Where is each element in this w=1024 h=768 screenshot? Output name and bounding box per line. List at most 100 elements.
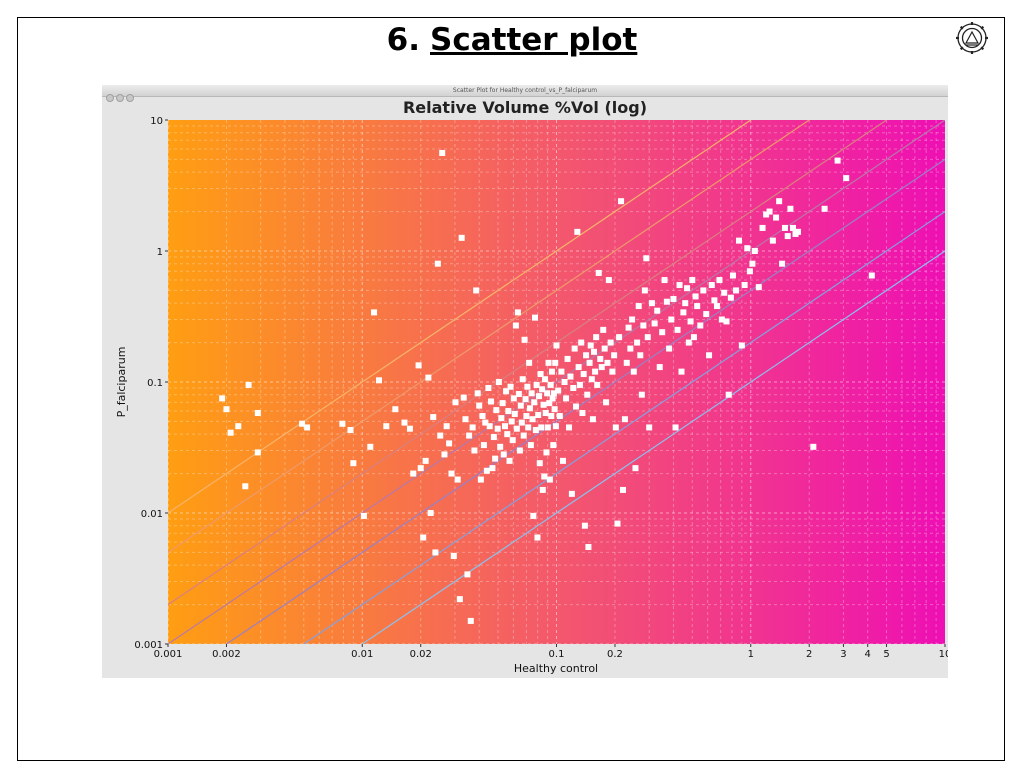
scatter-point (536, 460, 543, 467)
scatter-point (460, 394, 467, 401)
scatter-point (611, 352, 618, 359)
scatter-point (493, 407, 500, 414)
scatter-point (532, 427, 539, 434)
scatter-point (299, 420, 306, 427)
scatter-point (392, 406, 399, 413)
scatter-point (347, 427, 354, 434)
scatter-point (600, 326, 607, 333)
scatter-point (763, 211, 770, 218)
ratio-line (361, 250, 945, 644)
scatter-point (498, 415, 505, 422)
window-zoom-icon[interactable] (126, 94, 134, 102)
scatter-point (779, 260, 786, 267)
scatter-point (684, 285, 691, 292)
window-close-icon[interactable] (106, 94, 114, 102)
scatter-point (512, 322, 519, 329)
scatter-point (479, 413, 486, 420)
scatter-point (548, 368, 555, 375)
scatter-point (514, 309, 521, 316)
scatter-point (501, 423, 508, 430)
scatter-point (422, 457, 429, 464)
scatter-point (487, 398, 494, 405)
scatter-point (473, 287, 480, 294)
scatter-point (474, 390, 481, 397)
scatter-point (526, 359, 533, 366)
scatter-point (515, 390, 522, 397)
ratio-line (168, 120, 810, 553)
scatter-point (627, 345, 634, 352)
scatter-point (571, 345, 578, 352)
scatter-point (616, 334, 623, 341)
scatter-point (552, 423, 559, 430)
window-titlebar[interactable]: Scatter Plot for Healthy control_vs_P_fa… (102, 85, 948, 102)
window-minimize-icon[interactable] (116, 94, 124, 102)
scatter-point (727, 294, 734, 301)
scatter-point (601, 345, 608, 352)
scatter-point (733, 287, 740, 294)
scatter-point (580, 371, 587, 378)
scatter-point (254, 449, 261, 456)
scatter-point (612, 424, 619, 431)
scatter-point (549, 395, 556, 402)
scatter-point (483, 467, 490, 474)
scatter-point (456, 596, 463, 603)
scatter-point (625, 324, 632, 331)
scatter-point (454, 476, 461, 483)
scatter-point (810, 443, 817, 450)
scatter-point (640, 322, 647, 329)
scatter-point (685, 339, 692, 346)
scatter-point (690, 334, 697, 341)
scatter-point (536, 393, 543, 400)
institute-logo-icon (956, 22, 988, 54)
x-tick-label: 5 (883, 649, 889, 660)
y-tick-label: 1 (157, 247, 163, 258)
scatter-point (586, 359, 593, 366)
x-tick-label: 0.02 (410, 649, 432, 660)
scatter-point (542, 376, 549, 383)
scatter-point (537, 371, 544, 378)
scatter-point (219, 395, 226, 402)
scatter-point (506, 457, 513, 464)
scatter-point (585, 544, 592, 551)
scatter-point (584, 391, 591, 398)
scatter-point (533, 381, 540, 388)
scatter-plot-window: Scatter Plot for Healthy control_vs_P_fa… (102, 85, 948, 678)
scatter-point (443, 423, 450, 430)
scatter-point (637, 352, 644, 359)
scatter-point (570, 384, 577, 391)
scatter-point (567, 373, 574, 380)
scatter-point (661, 277, 668, 284)
scatter-point (589, 416, 596, 423)
scatter-point (464, 571, 471, 578)
scatter-point (759, 224, 766, 231)
scatter-point (723, 318, 730, 325)
scatter-point (527, 442, 534, 449)
scatter-point (676, 282, 683, 289)
scatter-point (417, 465, 424, 472)
scatter-point (620, 486, 627, 493)
scatter-point (485, 384, 492, 391)
scatter-point (448, 470, 455, 477)
scatter-point (558, 368, 565, 375)
scatter-point (766, 208, 773, 215)
scatter-point (868, 272, 875, 279)
scatter-point (544, 424, 551, 431)
scatter-point (540, 401, 547, 408)
scatter-point (245, 381, 252, 388)
scatter-point (594, 381, 601, 388)
scatter-point (781, 224, 788, 231)
scatter-point (521, 336, 528, 343)
scatter-point (784, 233, 791, 240)
scatter-point (401, 419, 408, 426)
y-tick-label: 0.01 (141, 509, 163, 520)
x-tick-label: 0.01 (351, 649, 373, 660)
scatter-point (630, 368, 637, 375)
y-tick-label: 10 (150, 116, 163, 127)
scatter-point (531, 314, 538, 321)
scatter-point (550, 390, 557, 397)
scatter-point (477, 476, 484, 483)
scatter-point (672, 424, 679, 431)
scatter-point (458, 234, 465, 241)
scatter-point (556, 413, 563, 420)
scatter-point (744, 245, 751, 252)
